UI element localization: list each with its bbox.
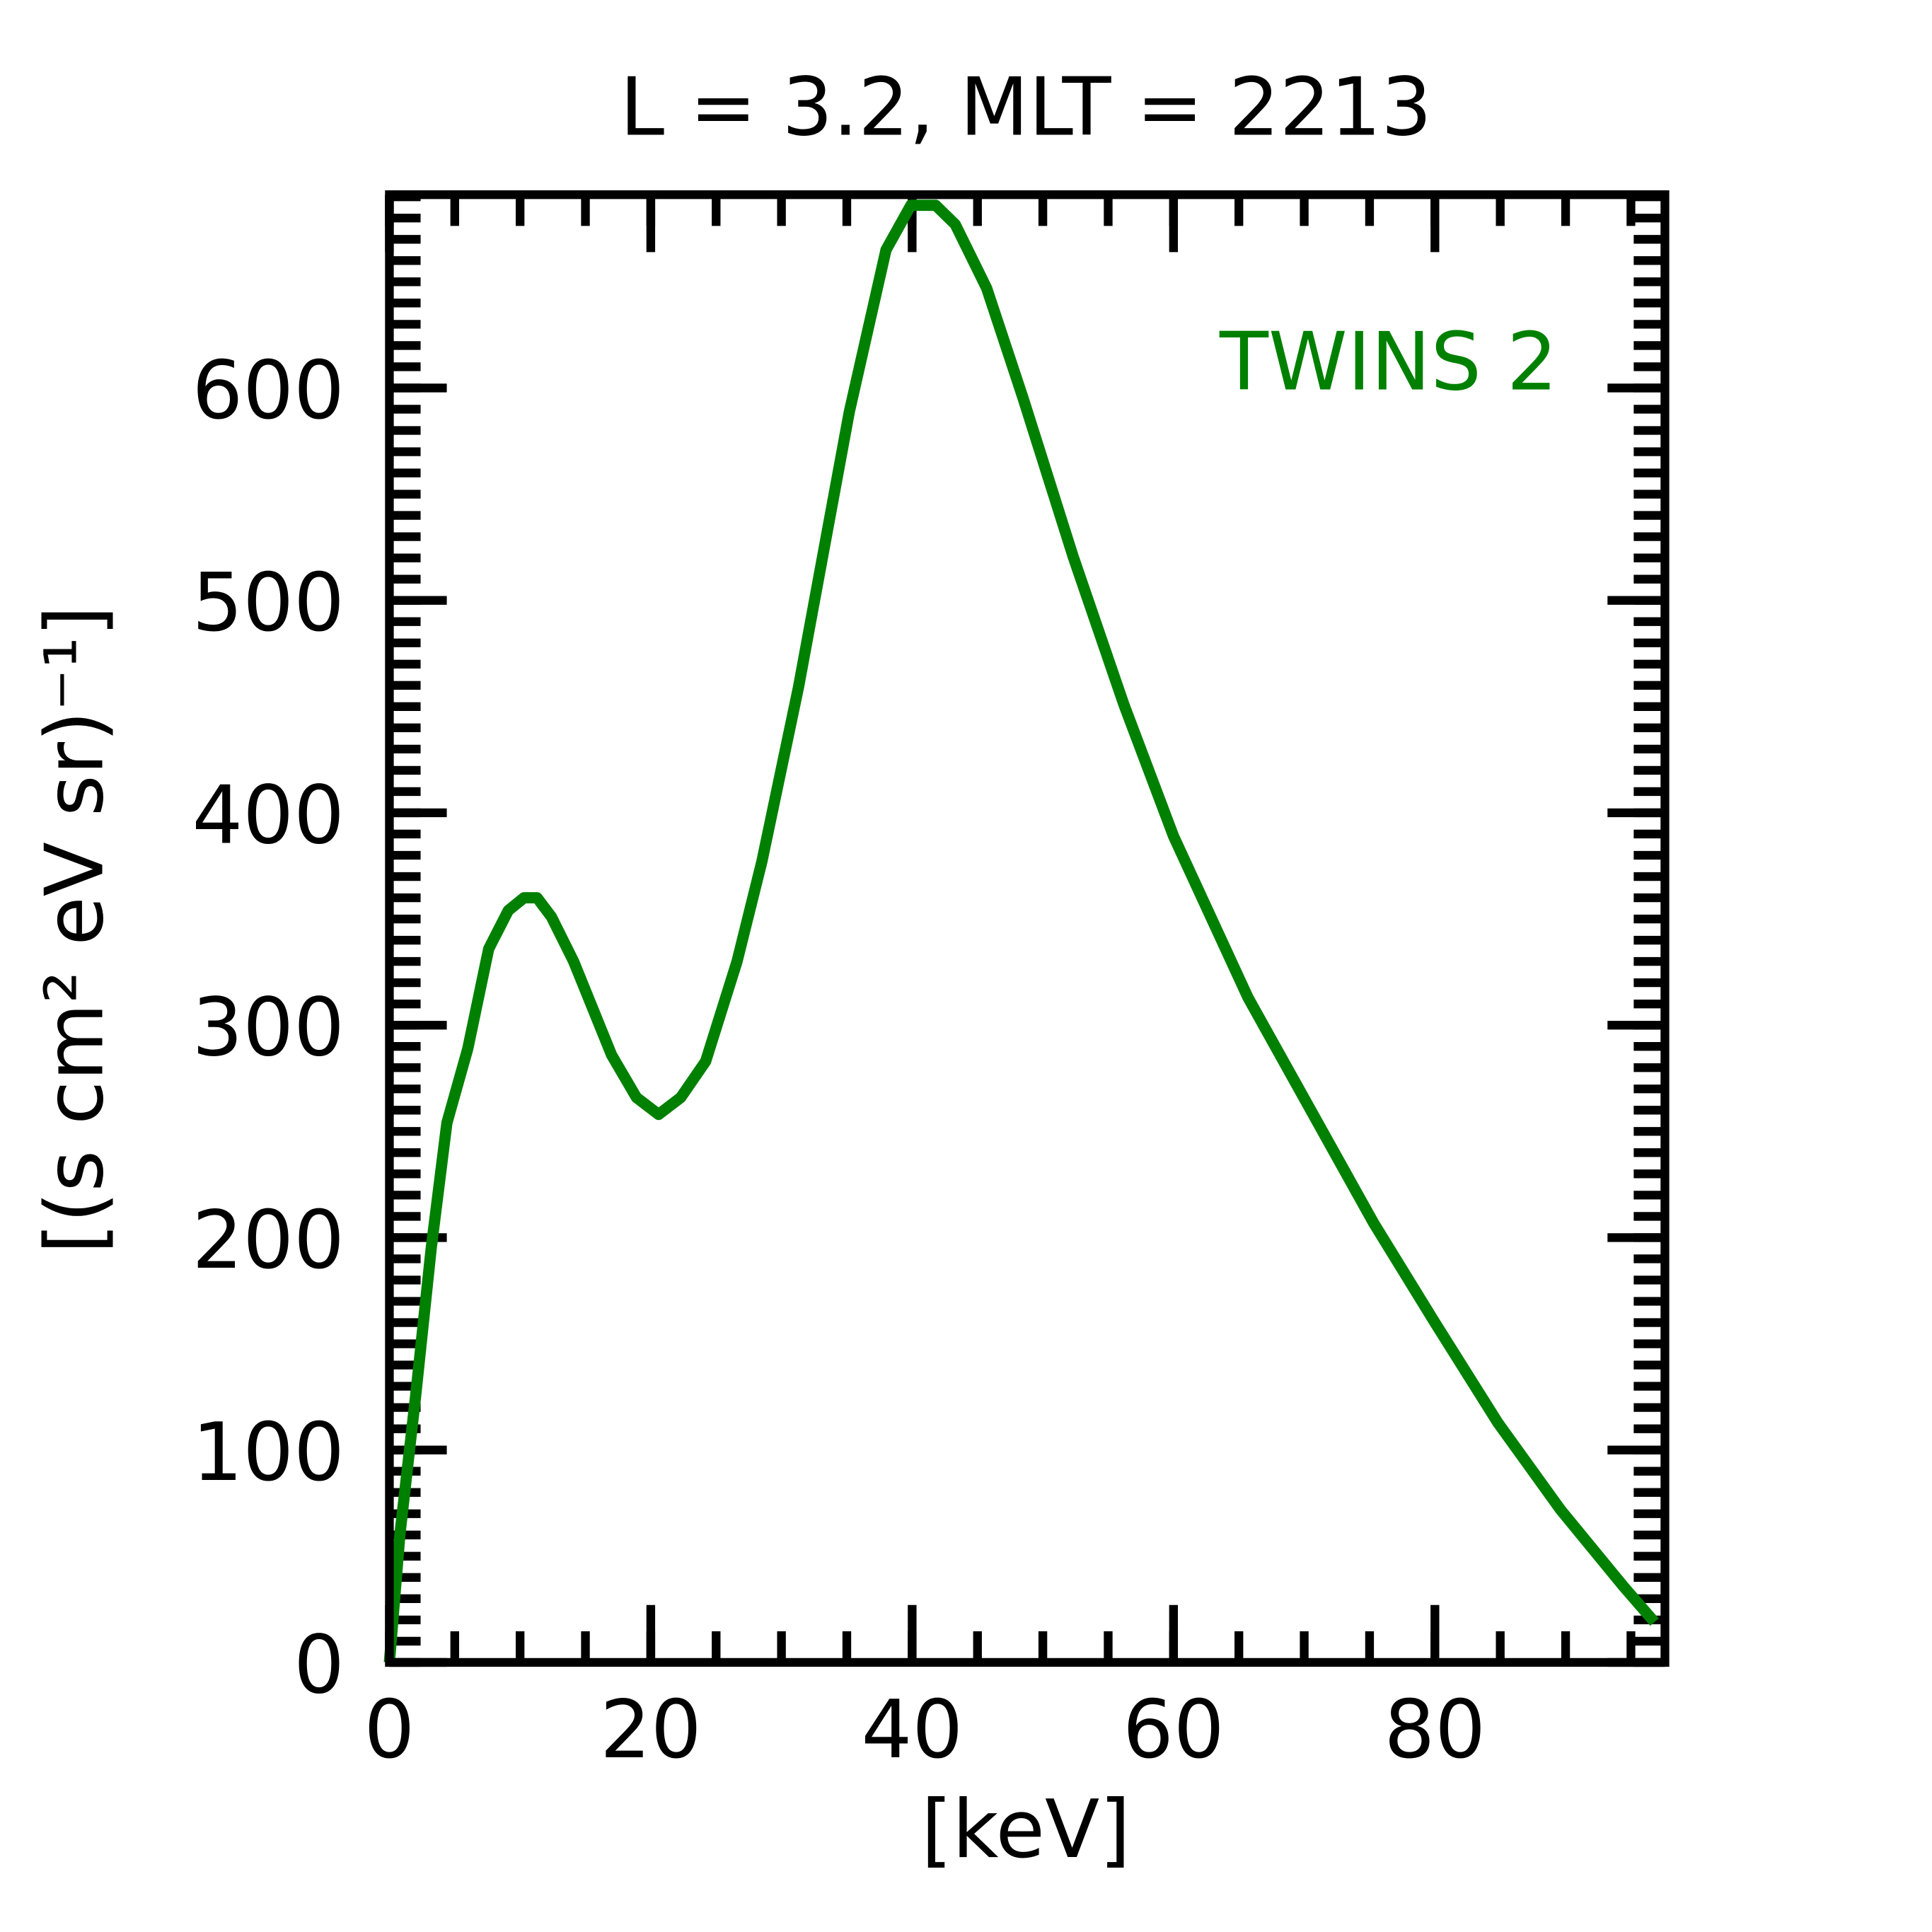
- y-tick-label: 600: [192, 344, 344, 437]
- x-tick-label: 80: [1384, 1683, 1486, 1776]
- plot-frame: [385, 190, 1670, 1667]
- y-tick-label: 500: [192, 556, 344, 649]
- y-tick-label: 300: [192, 981, 344, 1075]
- y-axis-label: [(s cm² eV sr)⁻¹]: [28, 606, 122, 1254]
- data-line: [383, 199, 1659, 1663]
- y-tick-label: 0: [294, 1618, 345, 1711]
- x-tick-label: 0: [364, 1683, 415, 1776]
- x-tick-label: 20: [600, 1683, 702, 1776]
- x-tick-label: 40: [862, 1683, 964, 1776]
- y-tick-label: 100: [192, 1406, 344, 1499]
- x-tick-label: 60: [1123, 1683, 1225, 1776]
- legend-label: TWINS 2: [1219, 315, 1558, 408]
- x-axis-label: [keV]: [921, 1783, 1130, 1876]
- chart-title: L = 3.2, MLT = 2213: [620, 61, 1432, 154]
- y-tick-label: 200: [192, 1193, 344, 1287]
- y-tick-label: 400: [192, 768, 344, 862]
